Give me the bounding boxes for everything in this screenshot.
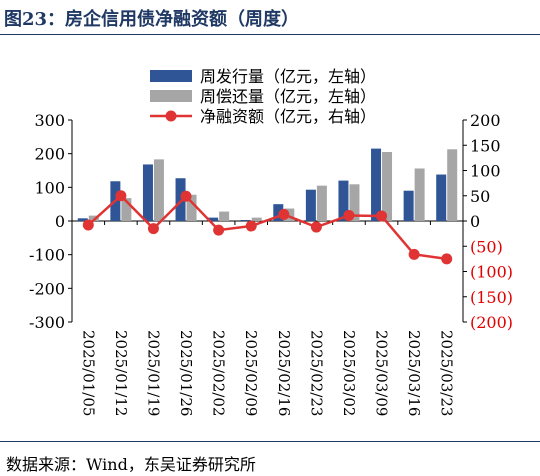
x-axis-date-label: 2025/02/23 bbox=[307, 330, 325, 416]
repayment-bar bbox=[382, 151, 393, 221]
legend-label: 周偿还量（亿元，左轴） bbox=[200, 87, 376, 106]
net-financing-line bbox=[87, 194, 447, 261]
net-financing-point bbox=[278, 208, 290, 220]
repayment-bar bbox=[153, 159, 164, 221]
legend-swatch-marker bbox=[165, 110, 177, 122]
legend-swatch bbox=[150, 90, 192, 102]
net-financing-point bbox=[376, 210, 388, 222]
x-axis-date-label: 2025/02/16 bbox=[275, 330, 293, 416]
repayment-bar bbox=[251, 217, 262, 221]
x-axis-date-label: 2025/01/05 bbox=[79, 330, 97, 416]
source-note: 数据来源：Wind，东吴证券研究所 bbox=[6, 455, 256, 474]
repayment-bar bbox=[349, 184, 360, 221]
net-financing-point bbox=[180, 190, 192, 202]
x-axis-date-label: 2025/03/02 bbox=[340, 330, 358, 416]
chart-legend: 周发行量（亿元，左轴）周偿还量（亿元，左轴）净融资额（亿元，右轴） bbox=[150, 67, 376, 126]
left-axis-tick-label: -300 bbox=[29, 313, 65, 332]
repayment-bar bbox=[121, 198, 132, 221]
repayment-bar bbox=[284, 208, 295, 221]
left-axis-tick-label: 100 bbox=[34, 178, 65, 197]
net-financing-point bbox=[147, 223, 159, 235]
right-axis-tick-label: 150 bbox=[470, 136, 501, 155]
left-axis-tick-label: -200 bbox=[29, 279, 65, 298]
net-financing-point bbox=[310, 221, 322, 233]
x-axis-date-label: 2025/02/02 bbox=[210, 330, 228, 416]
issuance-bar bbox=[305, 189, 316, 221]
figure-title: 图23：房企信用债净融资额（周度） bbox=[4, 9, 300, 30]
source-bar: 数据来源：Wind，东吴证券研究所 bbox=[0, 441, 540, 476]
right-axis-tick-label: 200 bbox=[470, 111, 501, 130]
left-axis-tick-label: 200 bbox=[34, 145, 65, 164]
x-axis-date-label: 2025/03/09 bbox=[373, 330, 391, 416]
net-financing-chart: -300 -200 -100 0 100 200 300 (200) (150) (100) (50… bbox=[29, 67, 513, 416]
issuance-bar bbox=[436, 174, 447, 221]
net-financing-point bbox=[245, 220, 257, 232]
left-axis-tick-label: -100 bbox=[29, 246, 65, 265]
issuance-bar bbox=[403, 190, 414, 221]
figure-title-bar: 图23：房企信用债净融资额（周度） bbox=[0, 0, 540, 35]
issuance-bar bbox=[77, 218, 88, 221]
net-financing-point bbox=[408, 248, 420, 260]
x-axis-date-label: 2025/03/16 bbox=[405, 330, 423, 416]
right-axis-tick-label: (50) bbox=[470, 237, 503, 256]
x-axis-date-label: 2025/03/23 bbox=[438, 330, 456, 416]
issuance-bar bbox=[208, 217, 219, 221]
left-axis-tick-label: 0 bbox=[55, 212, 65, 231]
right-axis-tick-label: (150) bbox=[470, 288, 513, 307]
x-axis-date-label: 2025/02/09 bbox=[242, 330, 260, 416]
issuance-bar bbox=[338, 180, 349, 221]
right-axis-tick-label: (200) bbox=[470, 313, 513, 332]
issuance-bar bbox=[273, 204, 284, 221]
repayment-bar bbox=[316, 185, 327, 221]
legend-swatch bbox=[150, 70, 192, 82]
issuance-bar bbox=[142, 164, 153, 221]
left-axis-tick-label: 300 bbox=[34, 111, 65, 130]
x-axis-date-label: 2025/01/26 bbox=[177, 330, 195, 416]
repayment-bar bbox=[186, 194, 197, 221]
x-axis-date-label: 2025/01/12 bbox=[112, 330, 130, 416]
right-axis-tick-label: 50 bbox=[470, 187, 490, 206]
legend-label: 净融资额（亿元，右轴） bbox=[200, 107, 376, 126]
right-axis-tick-label: 100 bbox=[470, 162, 501, 181]
issuance-bar bbox=[240, 219, 251, 221]
right-axis-tick-label: (100) bbox=[470, 263, 513, 282]
net-financing-point bbox=[343, 209, 355, 221]
legend-label: 周发行量（亿元，左轴） bbox=[200, 67, 376, 86]
repayment-bar bbox=[219, 211, 230, 221]
chart-axes: -300 -200 -100 0 100 200 300 (200) (150) (100) (50… bbox=[29, 111, 513, 416]
net-financing-point bbox=[115, 190, 127, 202]
repayment-bar bbox=[414, 168, 425, 221]
repayment-bar bbox=[447, 149, 458, 221]
right-axis-tick-label: 0 bbox=[470, 212, 480, 231]
net-financing-point bbox=[82, 219, 94, 231]
chart-net-line bbox=[82, 190, 453, 265]
x-axis-date-label: 2025/01/19 bbox=[144, 330, 162, 416]
repayment-bar bbox=[88, 215, 99, 221]
net-financing-point bbox=[213, 224, 225, 236]
net-financing-point bbox=[441, 253, 453, 265]
issuance-bar bbox=[371, 148, 382, 221]
issuance-bar bbox=[175, 178, 186, 221]
